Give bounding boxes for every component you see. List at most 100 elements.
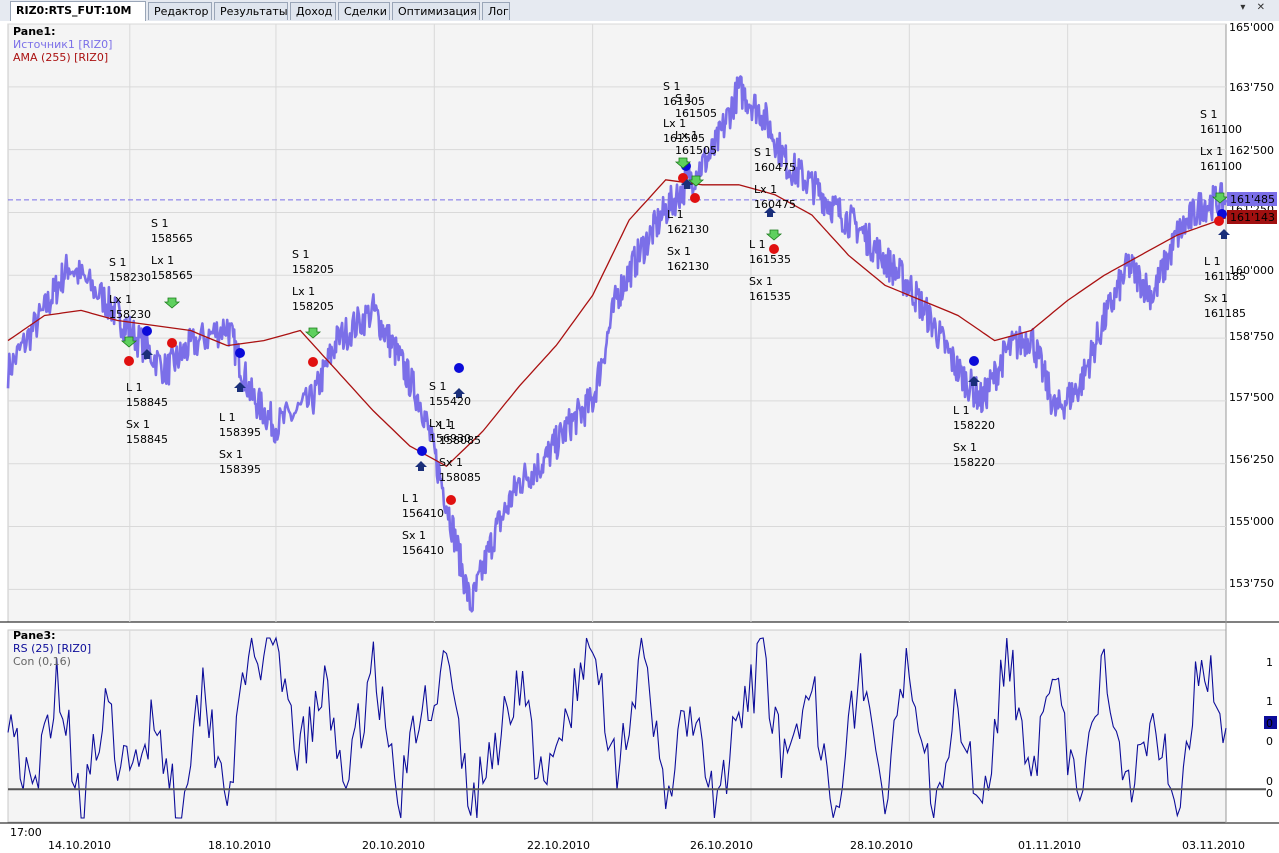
signal-label: 162130 [667,260,709,273]
tab-log[interactable]: Лог [482,2,510,20]
up-arrow-icon[interactable] [1218,229,1230,239]
tab-editor[interactable]: Редактор [148,2,212,20]
down-arrow-icon[interactable] [163,297,181,309]
signal-label: Sx 1 [667,245,691,258]
sell-marker[interactable] [124,356,134,366]
signal-label: Lx 1 [1200,145,1223,158]
price-tick-label: 158'750 [1229,330,1274,343]
rs-axis: 1 1 0 0 0 [1266,656,1273,800]
up-arrow-icon[interactable] [453,388,465,398]
signal-label: 161505 [675,107,717,120]
down-arrow-icon[interactable] [120,336,138,348]
price-tick-label: 156'250 [1229,453,1274,466]
price-line [6,75,1228,613]
price-axis: 165'000 163'750 162'500 161'250 160'000 … [1229,21,1274,590]
date-label: 14.10.2010 [48,839,111,852]
sell-marker[interactable] [446,495,456,505]
tab-optimization[interactable]: Оптимизация [392,2,480,20]
signal-label: Lx 1 [109,293,132,306]
sell-marker[interactable] [1214,216,1224,226]
ama-value-badge [1227,210,1277,224]
tab-results[interactable]: Результаты [214,2,288,20]
signal-label: S 1 [292,248,309,261]
up-arrow-icon[interactable] [415,461,427,471]
sell-marker[interactable] [308,357,318,367]
price-tick-label: 157'500 [1229,391,1274,404]
up-arrow-icon[interactable] [764,207,776,217]
signal-label: Sx 1 [749,275,773,288]
signal-label: 158395 [219,463,261,476]
signal-label: 158845 [126,433,168,446]
signal-label: Lx 1 [675,129,698,142]
signal-label: 156410 [402,507,444,520]
up-arrow-icon[interactable] [968,376,980,386]
tab-bar: RIZ0:RTS_FUT:10M Редактор Результаты Дох… [0,0,1279,22]
signal-label: Sx 1 [219,448,243,461]
rs-tick-label: 1 [1266,656,1273,669]
tab-menu-close-controls[interactable]: ▾ ✕ [1240,2,1269,13]
ama-series [7,179,1227,467]
legend-price: Источник1 [RIZ0] [13,38,112,51]
buy-marker[interactable] [235,348,245,358]
signal-label: 158220 [953,456,995,469]
date-label: 03.11.2010 [1182,839,1245,852]
date-label: 28.10.2010 [850,839,913,852]
pane1-title: Pane1: [13,25,56,38]
buy-marker[interactable] [454,363,464,373]
signal-label: L 1 [439,419,456,432]
signal-label: 158565 [151,232,193,245]
signal-label: L 1 [953,404,970,417]
tab-deals[interactable]: Сделки [338,2,390,20]
signal-label: 158085 [439,471,481,484]
signal-label: 161100 [1200,160,1242,173]
buy-marker[interactable] [969,356,979,366]
signal-label: L 1 [126,381,143,394]
signal-label: 161185 [1204,307,1246,320]
rs-last-value: 0 [1266,717,1273,730]
down-arrow-icon[interactable] [687,175,705,187]
signal-label: 158395 [219,426,261,439]
legend-ama: AMA (255) [RIZ0] [13,51,108,64]
signal-label: Sx 1 [402,529,426,542]
signal-label: Lx 1 [292,285,315,298]
up-arrow-icon[interactable] [681,179,693,189]
down-arrow-icon[interactable] [304,327,322,339]
buy-marker[interactable] [142,326,152,336]
up-arrow-icon[interactable] [141,349,153,359]
sell-marker[interactable] [769,244,779,254]
signal-label: S 1 [754,146,771,159]
down-arrow-icon[interactable] [1211,192,1229,204]
down-arrow-icon[interactable] [765,229,783,241]
price-series [6,75,1228,613]
signal-label: 161185 [1204,270,1246,283]
rs-tick-label: 1 [1266,695,1273,708]
rs-value-badge [1264,716,1277,729]
signal-label: 161505 [675,144,717,157]
legend-rs: RS (25) [RIZ0] [13,642,91,655]
signal-label: Sx 1 [439,456,463,469]
up-arrow-icon[interactable] [234,382,246,392]
tab-riz0[interactable]: RIZ0:RTS_FUT:10M [10,1,146,21]
sell-marker[interactable] [690,193,700,203]
signal-label: S 1 [151,217,168,230]
sell-marker[interactable] [167,338,177,348]
signal-label: 161535 [749,253,791,266]
down-arrow-icon[interactable] [674,157,692,169]
price-tick-label: 155'000 [1229,515,1274,528]
signal-label: Lx 1 [151,254,174,267]
rs-tick-label: 0 [1266,735,1273,748]
time-start-label: 17:00 [10,826,42,839]
signal-label: L 1 [402,492,419,505]
signal-label: Sx 1 [126,418,150,431]
signal-label: L 1 [749,238,766,251]
date-label: 18.10.2010 [208,839,271,852]
signal-label: 158565 [151,269,193,282]
signal-label: 161505 [663,132,705,145]
time-axis: 17:00 14.10.2010 18.10.2010 20.10.2010 2… [10,826,1245,852]
buy-marker[interactable] [417,446,427,456]
signal-label: Lx 1 [663,117,686,130]
last-price-badge [1227,192,1277,206]
tab-income[interactable]: Доход [290,2,336,20]
